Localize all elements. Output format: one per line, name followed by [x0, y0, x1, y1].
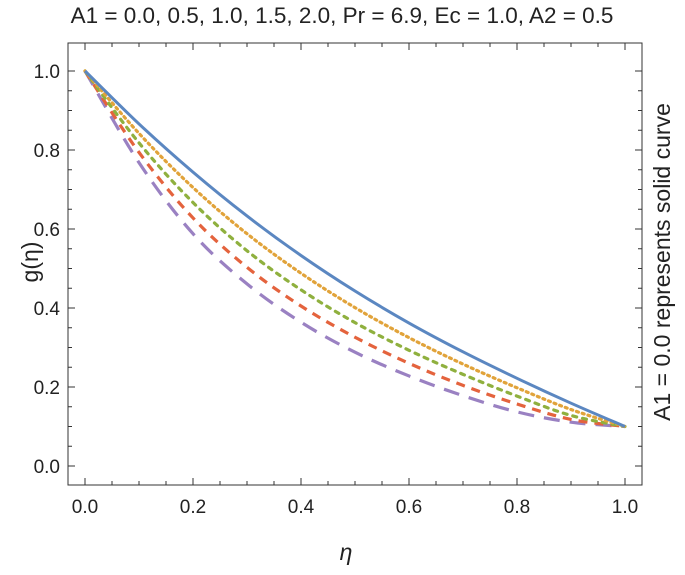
side-annotation: A1 = 0.0 represents solid curve [649, 103, 675, 421]
x-axis-label: η [340, 539, 353, 565]
x-tick-label: 0.2 [180, 497, 206, 518]
series-line-3 [83, 69, 627, 429]
y-tick-label: 1.0 [34, 62, 60, 83]
chart-title: A1 = 0.0, 0.5, 1.0, 1.5, 2.0, Pr = 6.9, … [71, 3, 614, 28]
x-tick-label: 0.8 [504, 497, 530, 518]
series-line-2 [83, 69, 627, 429]
series-line-1 [83, 69, 626, 428]
y-tick-label: 0.6 [34, 220, 60, 241]
x-tick-label: 1.0 [612, 497, 638, 518]
y-tick-label: 0.4 [34, 299, 61, 320]
series-line-4 [83, 70, 626, 429]
series-layer [83, 69, 627, 429]
x-tick-label: 0.6 [396, 497, 422, 518]
ticks-layer: 0.0 0.2 0.4 0.6 0.8 1.0 0.0 0.2 0.4 0.6 0.8 1.0 [34, 43, 642, 518]
y-tick-label: 0.2 [34, 378, 60, 399]
y-tick-label: 0.0 [34, 457, 60, 478]
x-tick-label: 0.4 [288, 497, 315, 518]
series-line-5 [83, 70, 626, 429]
x-tick-label: 0.0 [72, 497, 98, 518]
y-axis-label: g(η) [17, 242, 43, 283]
y-tick-label: 0.8 [34, 141, 60, 162]
